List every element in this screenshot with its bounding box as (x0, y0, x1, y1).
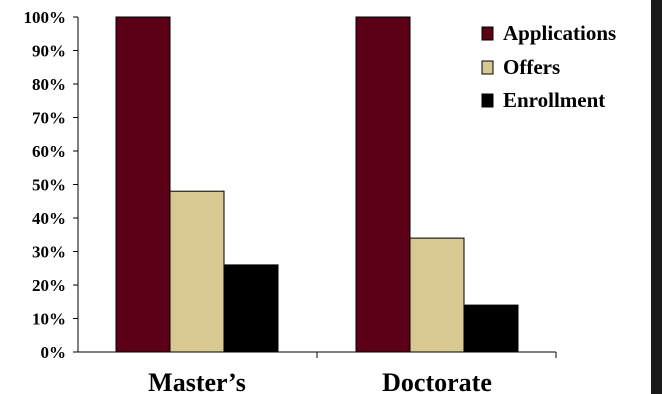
y-tick-label: 20% (32, 276, 66, 295)
bar-enrollment-1 (463, 304, 519, 353)
bar-offers-1 (409, 237, 465, 353)
legend-label: Enrollment (503, 88, 605, 112)
y-tick-label: 60% (32, 142, 66, 161)
y-tick-label: 0% (41, 343, 67, 362)
y-tick-label: 80% (32, 75, 66, 94)
bar-applications-1 (355, 16, 411, 353)
y-tick-label: 70% (32, 109, 66, 128)
x-category-label: Doctorate (382, 368, 492, 394)
y-tick-label: 100% (24, 8, 67, 27)
bars-group (115, 16, 519, 353)
x-category-label: Master’s (148, 368, 246, 394)
bar-offers-0 (169, 190, 225, 353)
bar-enrollment-0 (223, 264, 279, 353)
x-labels-group: Master’s Doctorate (148, 368, 492, 394)
right-border-bar (651, 0, 662, 394)
legend-swatch-offers (481, 60, 494, 75)
y-tick-label: 30% (32, 243, 66, 262)
y-tick-label: 90% (32, 42, 66, 61)
y-tick-label: 40% (32, 209, 66, 228)
legend-swatch-applications (481, 26, 494, 41)
y-ticks-group: 0% 10% 20% 30% 40% 50% 60% 70% 80% 90% 100% (24, 8, 67, 362)
bar-applications-0 (115, 16, 171, 353)
y-tick-label: 10% (32, 310, 66, 329)
legend: Applications Offers Enrollment (481, 21, 616, 112)
axes-group (73, 16, 557, 358)
legend-label: Offers (503, 55, 560, 79)
legend-swatch-enrollment (481, 93, 494, 108)
legend-label: Applications (503, 21, 616, 45)
y-tick-label: 50% (32, 176, 66, 195)
